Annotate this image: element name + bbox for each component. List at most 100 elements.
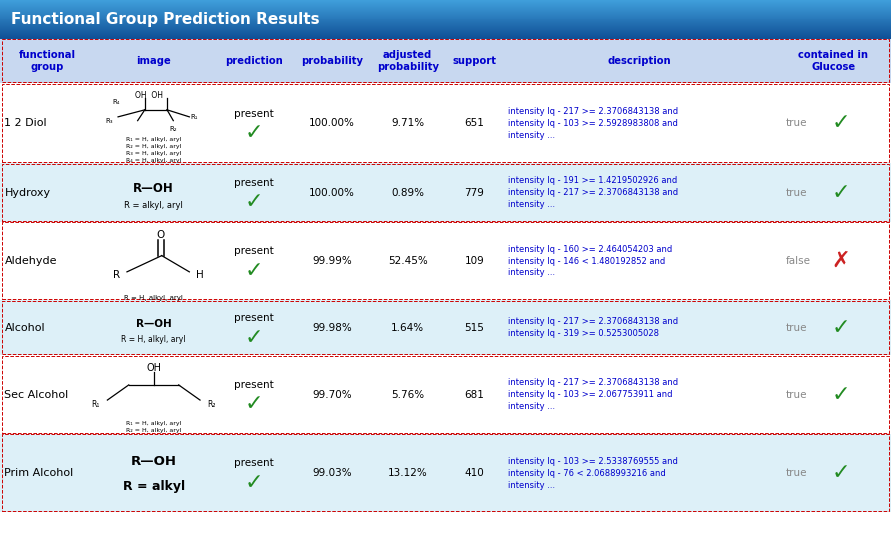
Text: ✓: ✓ <box>832 463 850 483</box>
Bar <box>2 434 889 511</box>
Text: 99.70%: 99.70% <box>312 390 352 400</box>
Bar <box>0 22 891 23</box>
Text: 1.64%: 1.64% <box>391 323 424 333</box>
Bar <box>0 31 891 33</box>
Bar <box>0 13 891 15</box>
Bar <box>0 15 891 17</box>
Text: true: true <box>786 468 807 478</box>
Bar <box>0 300 891 355</box>
Bar <box>2 39 889 82</box>
Text: true: true <box>786 188 807 197</box>
Bar <box>0 32 891 34</box>
Bar <box>0 36 891 38</box>
Text: intensity lq - 76 < 2.0688993216 and: intensity lq - 76 < 2.0688993216 and <box>508 469 666 478</box>
Text: intensity lq - 160 >= 2.464054203 and: intensity lq - 160 >= 2.464054203 and <box>508 245 672 254</box>
Text: false: false <box>786 256 811 266</box>
Text: R = H, alkyl, aryl: R = H, alkyl, aryl <box>124 295 184 301</box>
Text: R = alkyl: R = alkyl <box>123 480 184 493</box>
Bar <box>0 16 891 17</box>
Bar <box>0 8 891 10</box>
Text: contained in
Glucose: contained in Glucose <box>798 50 868 72</box>
Text: intensity lq - 146 < 1.480192852 and: intensity lq - 146 < 1.480192852 and <box>508 256 665 266</box>
Text: intensity ...: intensity ... <box>508 480 555 490</box>
Text: R—OH: R—OH <box>134 182 174 195</box>
Bar <box>0 18 891 19</box>
Bar <box>2 84 889 162</box>
Bar <box>2 356 889 433</box>
Text: support: support <box>453 56 496 66</box>
Text: functional
group: functional group <box>19 50 75 72</box>
Text: ✗: ✗ <box>832 251 850 271</box>
Text: ✓: ✓ <box>832 114 850 133</box>
Text: intensity lq - 217 >= 2.3706843138 and: intensity lq - 217 >= 2.3706843138 and <box>508 107 678 116</box>
Bar <box>0 10 891 12</box>
Text: ✓: ✓ <box>832 385 850 405</box>
Text: Aldehyde: Aldehyde <box>4 256 57 266</box>
Text: 5.76%: 5.76% <box>391 390 424 400</box>
Bar <box>0 26 891 27</box>
Bar <box>0 2 891 4</box>
Text: R₁ = H, alkyl, aryl
R₂ = H, alkyl, aryl: R₁ = H, alkyl, aryl R₂ = H, alkyl, aryl <box>126 420 182 433</box>
Text: intensity lq - 103 >= 2.067753911 and: intensity lq - 103 >= 2.067753911 and <box>508 390 673 399</box>
Text: R₁: R₁ <box>190 114 198 120</box>
Text: 681: 681 <box>464 390 485 400</box>
Text: 109: 109 <box>464 256 485 266</box>
Text: R₁: R₁ <box>92 400 100 409</box>
Text: present: present <box>234 458 274 469</box>
Text: present: present <box>234 380 274 390</box>
Bar <box>0 11 891 12</box>
Text: intensity ...: intensity ... <box>508 200 555 209</box>
Text: ✓: ✓ <box>245 394 263 414</box>
Bar <box>0 31 891 32</box>
Bar <box>0 21 891 22</box>
Bar <box>0 20 891 22</box>
Bar <box>0 355 891 434</box>
Text: intensity ...: intensity ... <box>508 131 555 140</box>
Bar <box>0 25 891 27</box>
Text: 100.00%: 100.00% <box>309 118 355 128</box>
Text: ✓: ✓ <box>245 328 263 347</box>
Bar <box>0 5 891 7</box>
Text: intensity ...: intensity ... <box>508 268 555 278</box>
Text: ✓: ✓ <box>832 183 850 202</box>
Text: ✓: ✓ <box>245 193 263 212</box>
Text: R₃: R₃ <box>105 117 113 124</box>
Text: intensity lq - 217 >= 2.3706843138 and: intensity lq - 217 >= 2.3706843138 and <box>508 378 678 387</box>
Text: ✓: ✓ <box>245 261 263 281</box>
Text: intensity lq - 191 >= 1.4219502926 and: intensity lq - 191 >= 1.4219502926 and <box>508 176 677 185</box>
Text: present: present <box>234 178 274 188</box>
Bar <box>0 27 891 28</box>
Text: H: H <box>196 270 204 280</box>
Text: intensity lq - 103 >= 2.5338769555 and: intensity lq - 103 >= 2.5338769555 and <box>508 457 678 466</box>
Bar <box>0 6 891 8</box>
Bar <box>0 35 891 36</box>
Bar <box>0 14 891 16</box>
Text: adjusted
probability: adjusted probability <box>377 50 438 72</box>
Text: OH  OH: OH OH <box>135 91 163 100</box>
Text: 515: 515 <box>464 323 485 333</box>
Text: true: true <box>786 118 807 128</box>
Text: O: O <box>157 230 165 240</box>
Bar <box>0 28 891 29</box>
Bar <box>0 23 891 24</box>
Text: R = alkyl, aryl: R = alkyl, aryl <box>124 201 184 210</box>
Text: R₄: R₄ <box>112 98 120 105</box>
Text: ✓: ✓ <box>245 473 263 493</box>
Text: R: R <box>113 270 119 280</box>
Text: Alcohol: Alcohol <box>4 323 45 333</box>
Text: present: present <box>234 246 274 256</box>
Text: 651: 651 <box>464 118 485 128</box>
Bar <box>0 39 891 83</box>
Text: present: present <box>234 313 274 323</box>
Bar <box>0 3 891 5</box>
Text: true: true <box>786 390 807 400</box>
Bar <box>2 222 889 299</box>
Bar <box>0 0 891 1</box>
Text: R₂: R₂ <box>169 126 177 132</box>
Bar <box>0 19 891 21</box>
Text: intensity lq - 217 >= 2.3706843138 and: intensity lq - 217 >= 2.3706843138 and <box>508 318 678 326</box>
Bar <box>0 34 891 35</box>
Text: Prim Alcohol: Prim Alcohol <box>4 468 74 478</box>
Text: 100.00%: 100.00% <box>309 188 355 197</box>
Text: present: present <box>234 109 274 118</box>
